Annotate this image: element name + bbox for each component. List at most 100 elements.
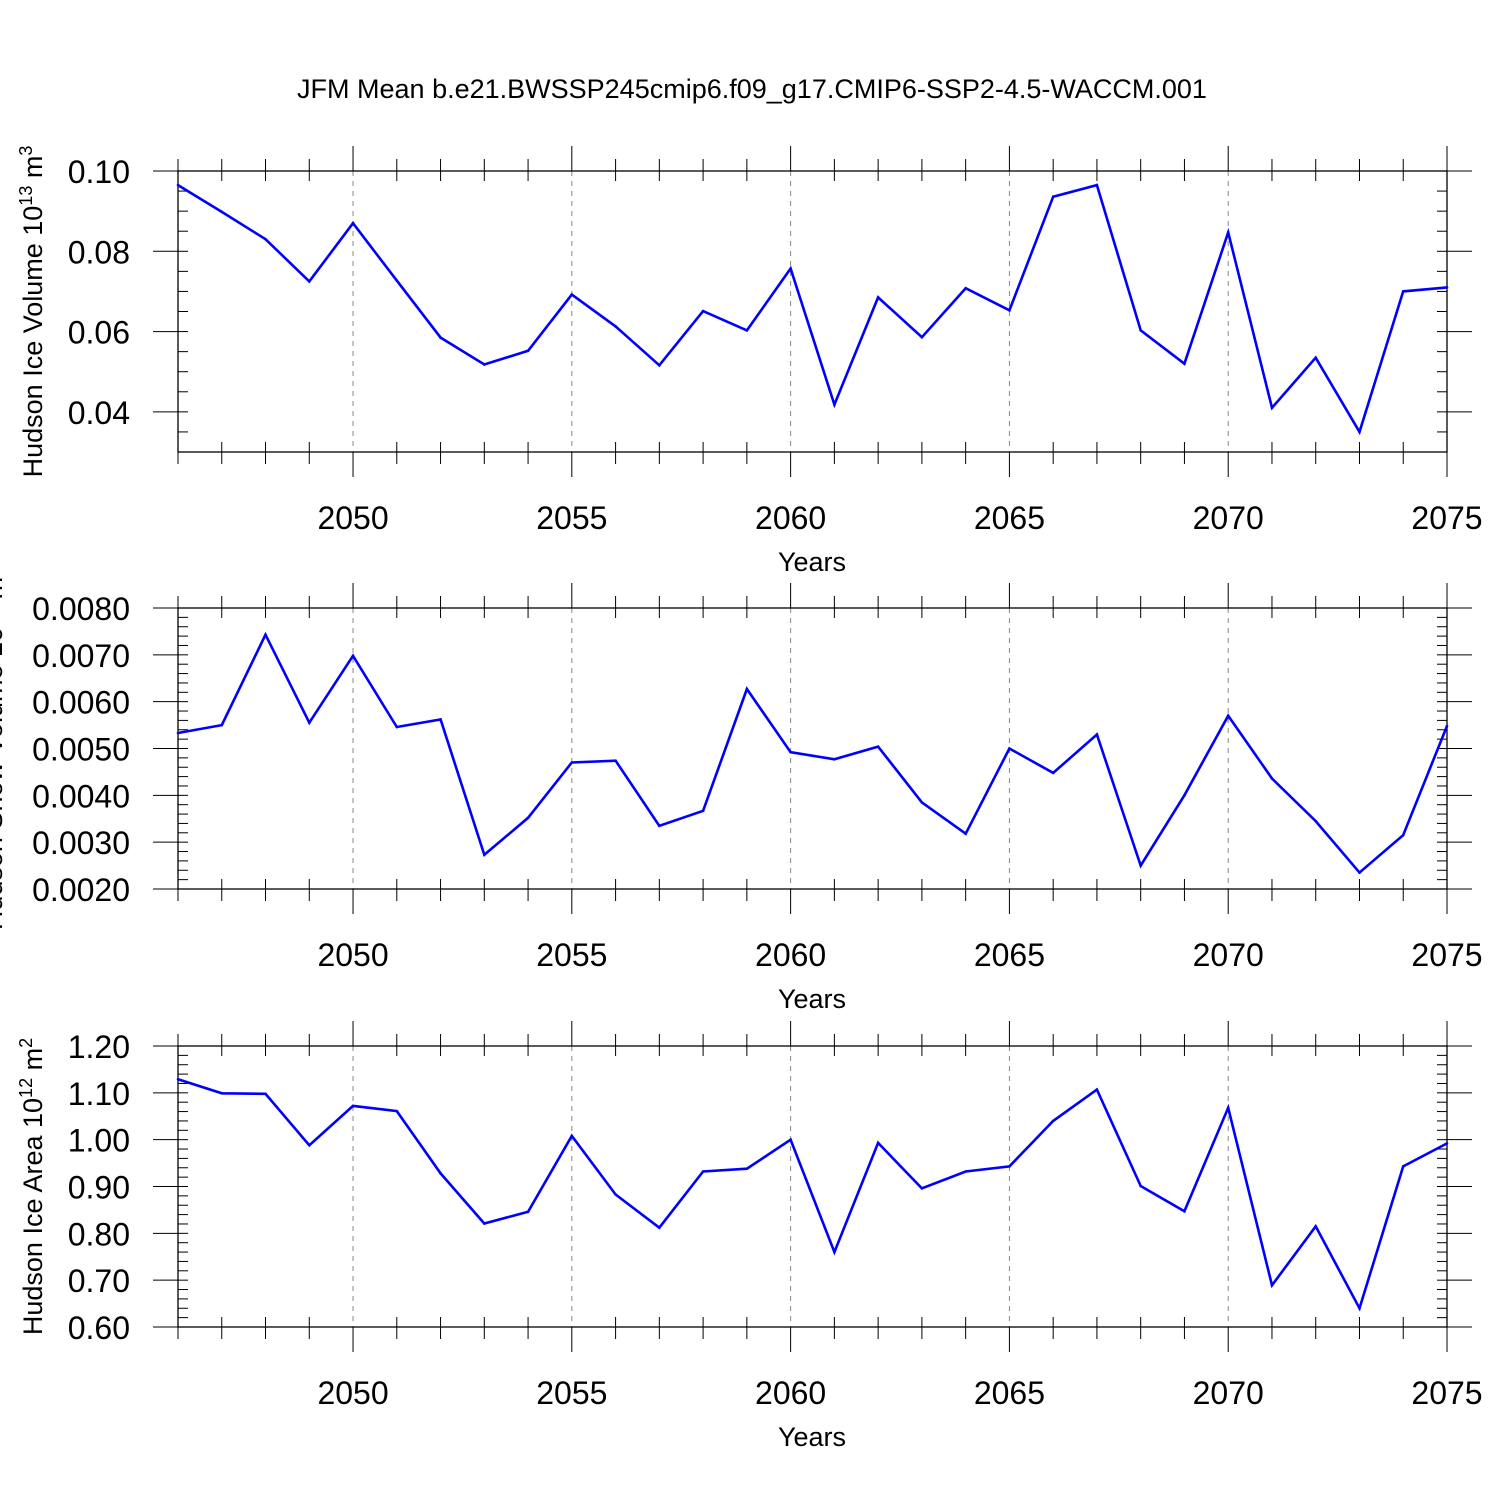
data-point bbox=[701, 309, 705, 313]
data-point bbox=[701, 809, 705, 813]
panel-snow-volume: 0.0020 0.0030 0.0040 0.0050 0.0060 0.0070 0.00… bbox=[0, 577, 1483, 1014]
y-tick-label: 0.70 bbox=[68, 1263, 130, 1299]
data-point bbox=[526, 349, 530, 353]
data-point bbox=[1270, 777, 1274, 780]
data-point bbox=[1270, 406, 1274, 410]
y-tick-label: 0.0050 bbox=[32, 732, 130, 768]
data-point bbox=[876, 296, 880, 299]
plot-frame bbox=[177, 1045, 1448, 1328]
data-point bbox=[920, 1187, 924, 1190]
x-tick-label: 2055 bbox=[536, 937, 607, 973]
x-tick-label: 2050 bbox=[317, 937, 388, 973]
data-point bbox=[876, 1141, 880, 1145]
y-axis-label-part: 12 bbox=[16, 1078, 36, 1098]
y-tick-label: 0.0080 bbox=[32, 591, 130, 627]
data-point bbox=[526, 816, 530, 820]
data-point bbox=[176, 1077, 180, 1081]
data-point bbox=[920, 335, 924, 339]
data-point bbox=[439, 336, 442, 339]
y-tick-label: 0.0070 bbox=[32, 638, 130, 674]
data-point bbox=[964, 1170, 967, 1173]
chart-title: JFM Mean b.e21.BWSSP245cmip6.f09_g17.CMI… bbox=[297, 74, 1207, 104]
y-tick-label: 0.10 bbox=[68, 154, 130, 190]
x-tick-label: 2075 bbox=[1411, 937, 1482, 973]
data-point bbox=[1226, 1106, 1230, 1110]
data-point bbox=[964, 286, 967, 290]
data-point bbox=[745, 687, 749, 691]
data-point bbox=[570, 761, 574, 764]
data-point bbox=[1095, 183, 1099, 187]
x-tick-label: 2055 bbox=[536, 1375, 607, 1411]
data-point bbox=[264, 1092, 267, 1096]
y-tick-label: 0.04 bbox=[68, 395, 130, 431]
data-series-line bbox=[177, 631, 1449, 875]
data-point bbox=[701, 1170, 705, 1173]
data-point bbox=[570, 293, 574, 296]
data-point bbox=[614, 325, 617, 328]
data-point bbox=[1445, 1142, 1449, 1145]
data-point bbox=[789, 750, 792, 754]
x-axis-label: Years bbox=[778, 984, 846, 1014]
y-tick-label: 0.06 bbox=[68, 315, 130, 351]
y-axis-label-part: m bbox=[18, 1048, 48, 1078]
y-axis-label-part: 3 bbox=[16, 146, 36, 156]
y-tick-label: 0.80 bbox=[68, 1216, 130, 1252]
data-point bbox=[439, 718, 442, 721]
data-point bbox=[1008, 747, 1011, 750]
y-axis-label: Hudson Ice Area 1012 m2 bbox=[16, 1038, 48, 1335]
x-tick-label: 2065 bbox=[974, 937, 1045, 973]
data-point bbox=[483, 1222, 486, 1225]
x-tick-label: 2070 bbox=[1193, 1375, 1264, 1411]
data-point bbox=[1183, 362, 1186, 365]
x-tick-label: 2075 bbox=[1411, 500, 1482, 536]
data-point bbox=[1358, 430, 1361, 434]
y-axis-label-part: m bbox=[18, 156, 48, 186]
x-tick-label: 2060 bbox=[755, 500, 826, 536]
y-axis-label-part: 13 bbox=[16, 186, 36, 206]
y-tick-label: 0.0040 bbox=[32, 778, 130, 814]
data-point bbox=[1226, 714, 1230, 718]
y-axis-label-part: Hudson Ice Area 10 bbox=[18, 1098, 48, 1335]
data-point bbox=[307, 1143, 311, 1147]
y-tick-label: 0.0060 bbox=[32, 685, 130, 721]
y-tick-label: 1.00 bbox=[68, 1123, 130, 1159]
data-point bbox=[920, 801, 924, 804]
x-tick-label: 2060 bbox=[755, 1375, 826, 1411]
data-point bbox=[658, 363, 661, 367]
data-point bbox=[1051, 195, 1055, 198]
y-tick-label: 0.60 bbox=[68, 1310, 130, 1346]
data-point bbox=[1139, 1184, 1142, 1188]
x-tick-label: 2060 bbox=[755, 937, 826, 973]
data-point bbox=[658, 1226, 661, 1230]
x-tick-label: 2055 bbox=[536, 500, 607, 536]
y-axis-label-part: m bbox=[0, 577, 8, 607]
data-point bbox=[395, 279, 399, 282]
y-axis-label: Hudson Ice Volume 1013 m3 bbox=[16, 146, 48, 478]
data-point bbox=[570, 1134, 574, 1138]
data-point bbox=[745, 329, 749, 332]
data-point bbox=[1314, 356, 1318, 359]
data-point bbox=[1008, 308, 1011, 312]
data-point bbox=[1051, 771, 1055, 775]
y-axis-label-part: 2 bbox=[16, 1038, 36, 1048]
data-point bbox=[1139, 864, 1142, 867]
data-point bbox=[1183, 794, 1186, 797]
plot-frame bbox=[177, 607, 1448, 890]
data-point bbox=[1401, 833, 1405, 837]
data-point bbox=[439, 1172, 442, 1175]
data-point bbox=[876, 745, 880, 748]
data-point bbox=[1445, 724, 1449, 728]
data-point bbox=[1314, 1225, 1318, 1228]
data-point bbox=[833, 403, 836, 406]
data-point bbox=[220, 723, 224, 727]
data-point bbox=[307, 721, 311, 725]
data-point bbox=[264, 237, 267, 241]
data-point bbox=[176, 183, 180, 187]
data-point bbox=[1226, 231, 1230, 234]
x-tick-label: 2065 bbox=[974, 500, 1045, 536]
x-tick-label: 2075 bbox=[1411, 1375, 1482, 1411]
data-point bbox=[351, 221, 355, 225]
data-point bbox=[395, 1109, 399, 1113]
plot-frame bbox=[177, 170, 1448, 453]
